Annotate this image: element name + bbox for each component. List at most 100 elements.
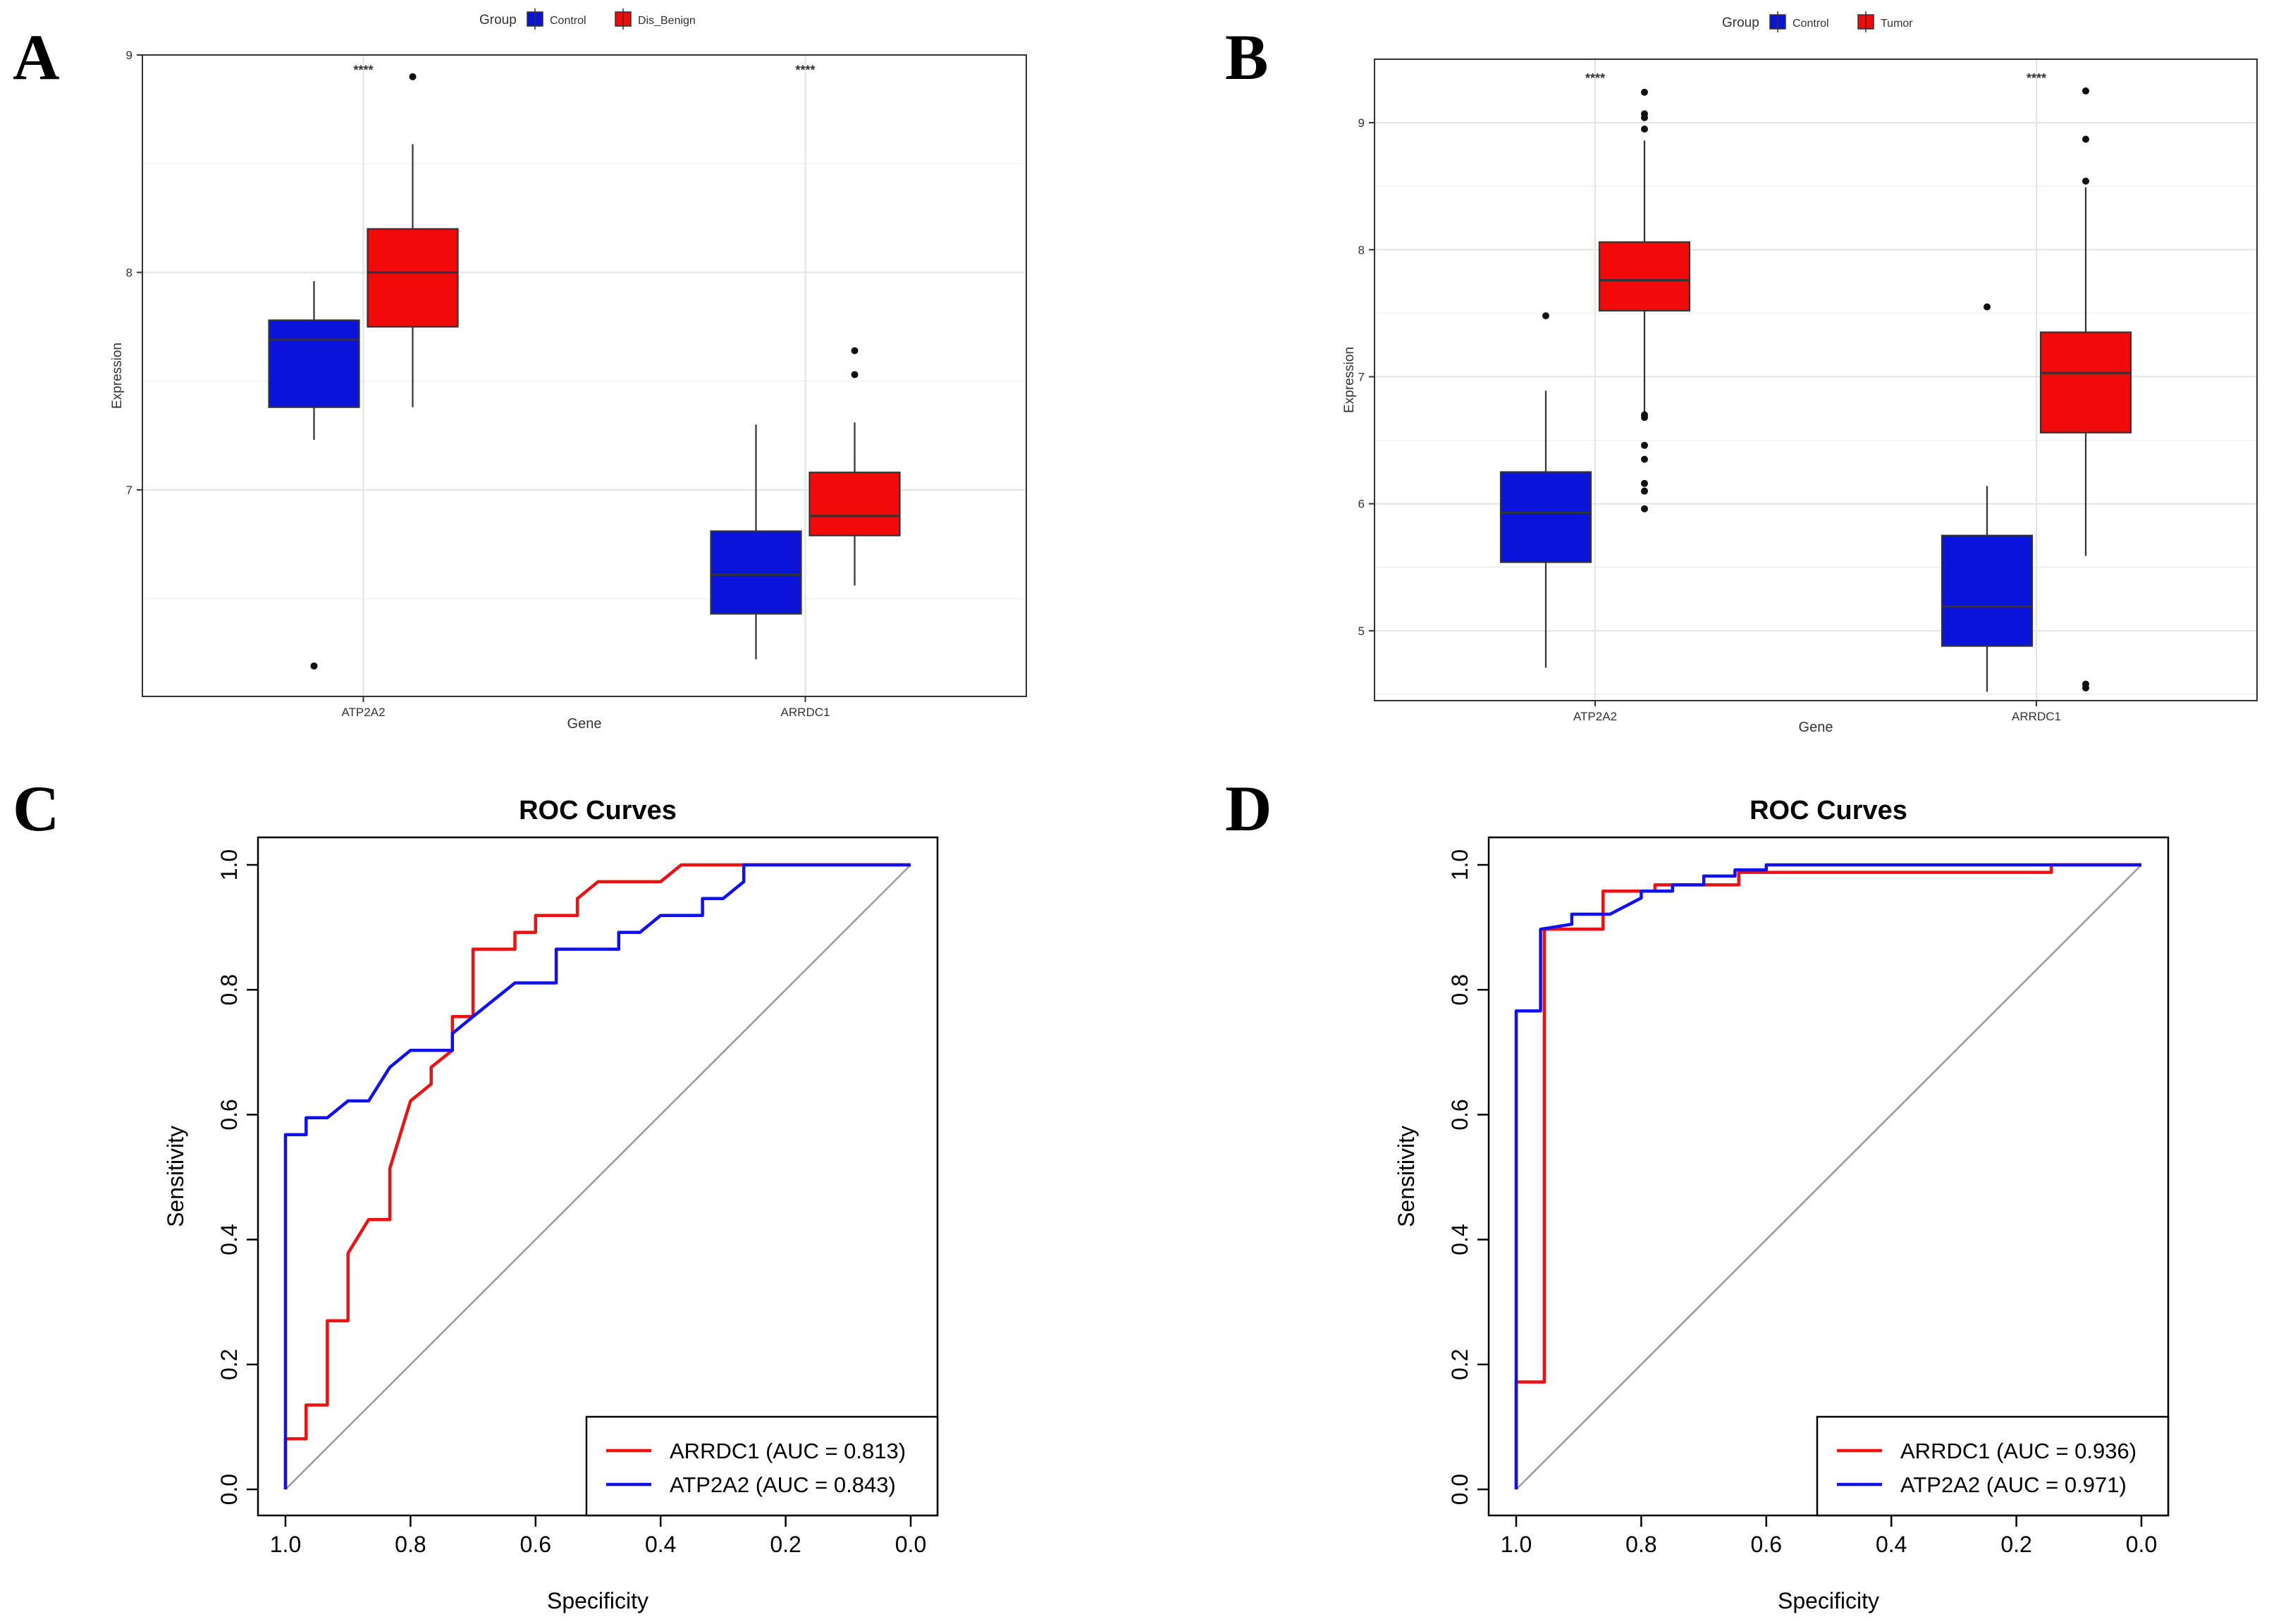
roc-curve-atp2a2 [283,863,911,1489]
outlier-point [1641,110,1648,118]
legend-title: Group [479,13,517,27]
legend-label: Tumor [1881,18,1913,30]
legend-label: Dis_Benign [638,15,696,27]
box-dis-benign [367,228,459,328]
x-tick-label: 0.4 [1876,1532,1907,1557]
x-tick-label: 0.0 [895,1532,926,1557]
y-tick-label: 8 [126,266,133,279]
panel-letter: C [13,773,59,844]
x-tick-label: ARRDC1 [2012,710,2061,723]
plot-border [142,54,1027,697]
outlier-point [2082,177,2089,185]
panel-letter: B [1225,21,1268,93]
box-tumor [2039,331,2132,433]
x-tick-label: 0.2 [770,1532,801,1557]
y-tick-label: 0.6 [1447,1099,1472,1130]
x-tick-label: ATP2A2 [1573,710,1617,723]
box-control [710,530,802,615]
outlier-point [1641,441,1648,449]
chart-title: ROC Curves [1750,796,1907,825]
legend-label: ATP2A2 (AUC = 0.971) [1900,1472,2127,1497]
panel-d: D ROC Curves 1.0 0.8 0.6 0.4 0.2 0.0 0.0 0.2 0.4 0.… [1225,773,2170,1613]
significance-label: **** [795,63,815,78]
y-tick-label: 7 [1358,370,1365,383]
x-tick-label: 1.0 [1501,1532,1532,1557]
outlier-point [2082,87,2089,95]
outlier-point [1641,411,1648,419]
significance-label: **** [2027,71,2046,85]
y-tick-label: 0.8 [216,974,242,1005]
significance-label: **** [353,63,373,78]
x-tick-label: 0.8 [395,1532,426,1557]
y-tick-label: 7 [126,484,133,497]
y-tick-label: 6 [1358,498,1365,511]
x-tick-label: 0.6 [520,1532,551,1557]
outlier-point [1641,479,1648,487]
outlier-point [1641,455,1648,463]
roc-curve-atp2a2 [1514,863,2141,1489]
legend-label: ATP2A2 (AUC = 0.843) [670,1472,896,1497]
outlier-point [1641,88,1648,96]
x-axis-title: Specificity [1778,1588,1879,1613]
x-tick-label: 0.0 [2126,1532,2157,1557]
box-tumor [1598,241,1691,312]
legend-title: Group [1722,16,1759,30]
significance-label: **** [1585,71,1605,85]
legend-box [1816,1415,2170,1517]
legend-box [585,1415,939,1517]
box-control [1941,534,2034,647]
y-tick-label: 0.2 [1447,1349,1472,1380]
outlier-point [851,347,859,355]
y-tick-label: 8 [1358,243,1365,257]
x-tick-label: ATP2A2 [341,706,385,719]
y-tick-label: 1.0 [216,849,242,880]
y-tick-label: 0.8 [1447,974,1472,1005]
y-tick-label: 0.0 [1447,1474,1472,1505]
y-tick-label: 0.2 [216,1349,242,1380]
x-axis-title: Specificity [547,1588,648,1613]
panel-letter: A [13,21,59,93]
y-axis-title: Sensitivity [1394,1126,1419,1227]
outlier-point [1641,125,1648,133]
outlier-point [2082,135,2089,143]
y-axis-title: Sensitivity [163,1126,188,1227]
y-tick-label: 0.0 [216,1474,242,1505]
x-tick-label: 0.8 [1625,1532,1656,1557]
reference-diagonal [1515,864,2142,1490]
x-tick-label: 0.4 [645,1532,676,1557]
y-tick-label: 0.4 [216,1224,242,1255]
x-tick-label: 0.6 [1751,1532,1782,1557]
y-tick-label: 0.6 [216,1099,242,1130]
panel-c: C ROC Curves 1.0 0.8 0.6 0.4 0.2 0.0 0.0 0.2 0.4 0.… [13,773,939,1613]
panel-letter: D [1225,773,1272,844]
outlier-point [851,371,859,379]
legend-label: Control [550,15,586,27]
box-dis-benign [808,472,901,536]
y-axis-title: Expression [110,343,125,409]
x-axis-title: Gene [567,716,602,732]
box-control [1499,471,1592,563]
outlier-point [310,662,318,670]
outlier-point [1542,312,1549,319]
y-tick-label: 1.0 [1447,849,1472,880]
outlier-point [409,73,417,80]
x-tick-label: ARRDC1 [781,706,830,719]
reference-diagonal [285,864,911,1490]
y-tick-label: 9 [126,49,133,62]
x-tick-label: 0.2 [2000,1532,2031,1557]
outlier-point [1641,505,1648,512]
chart-title: ROC Curves [519,796,677,825]
box-control [268,319,360,408]
x-tick-label: 1.0 [270,1532,301,1557]
outlier-point [1984,303,1991,311]
outlier-point [2082,680,2089,688]
panel-b: B 5 6 7 8 9 ATP2A2 ARRDC1 Gene Expression Group Con… [1225,11,2258,735]
y-tick-label: 5 [1358,625,1365,638]
panel-a: A 7 8 9 ATP2A2 ARRDC1 Gene Expression Group Contr… [13,8,1027,732]
outlier-point [1641,487,1648,495]
y-axis-title: Expression [1342,347,1357,413]
x-axis-title: Gene [1799,720,1833,735]
legend-label: Control [1793,18,1829,30]
legend-label: ARRDC1 (AUC = 0.813) [670,1439,906,1463]
